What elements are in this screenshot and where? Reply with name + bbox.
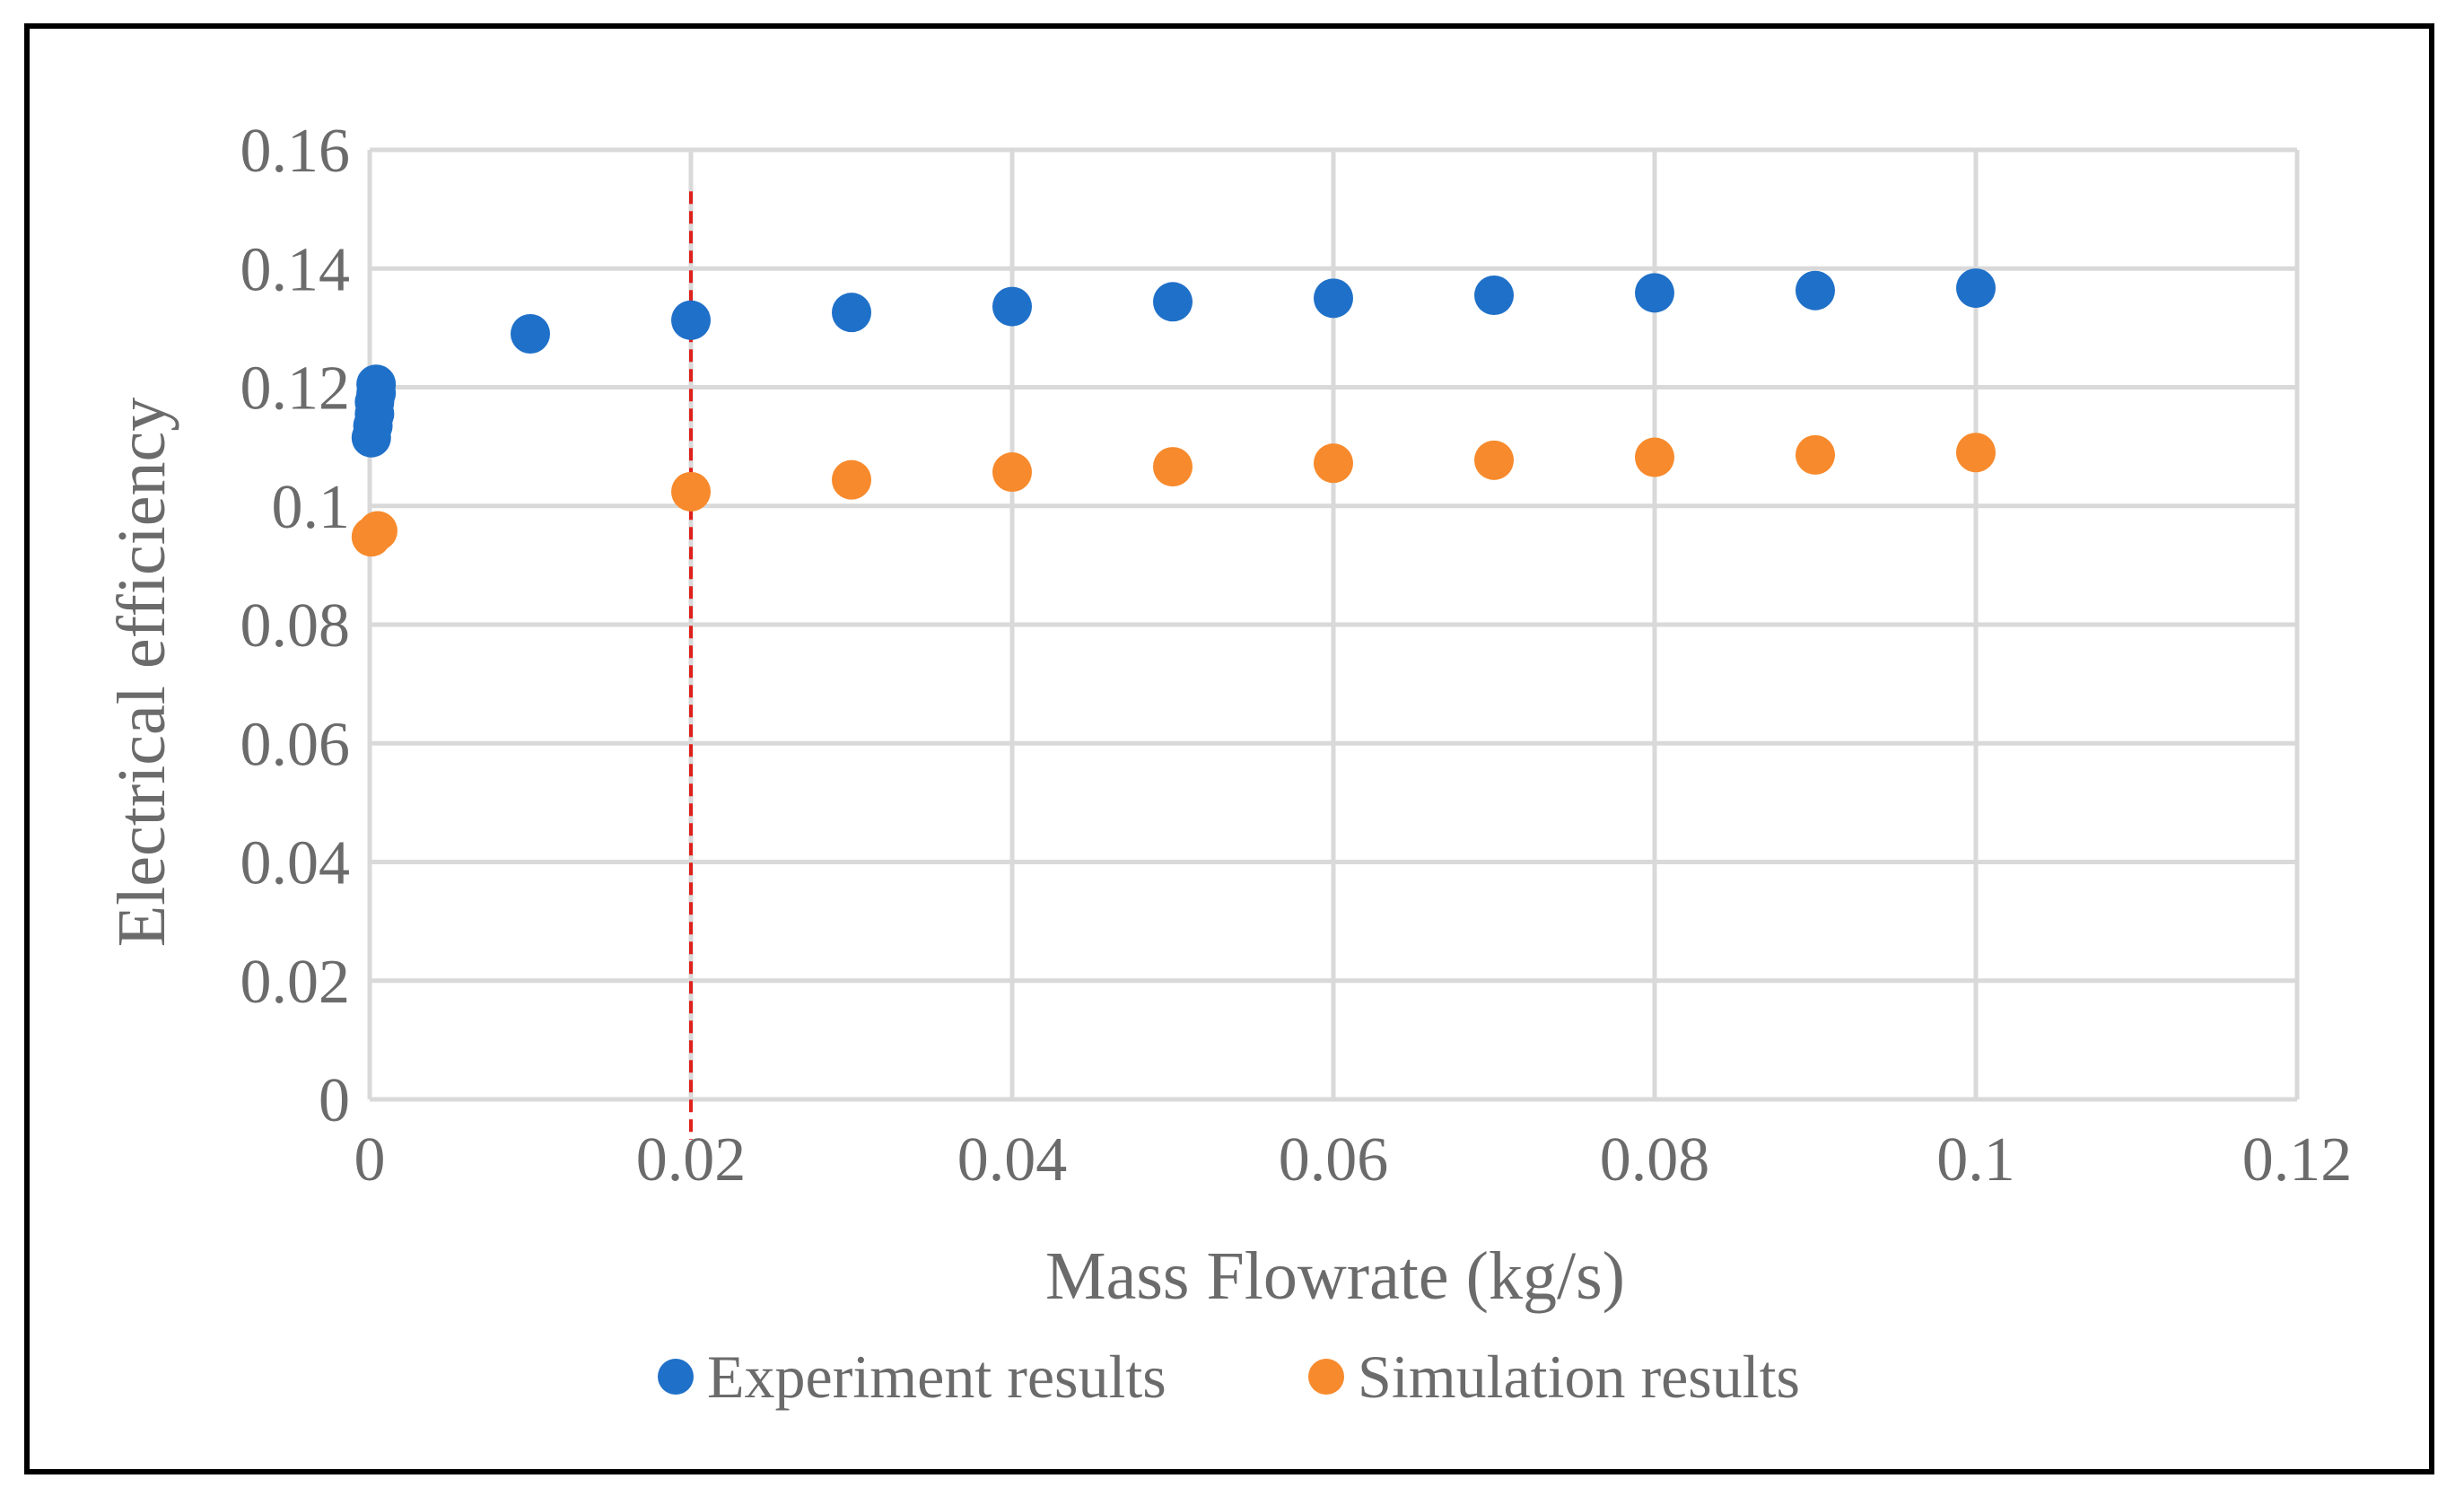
data-point <box>1956 433 1996 473</box>
y-tick-label: 0.14 <box>240 235 351 304</box>
data-point <box>992 286 1032 327</box>
x-tick-label: 0.02 <box>636 1125 747 1194</box>
data-point <box>357 511 398 551</box>
series-experiment <box>351 268 1996 458</box>
data-point <box>671 471 711 512</box>
x-tick-label: 0.04 <box>957 1125 1068 1194</box>
x-tick-label: 0.08 <box>1600 1125 1710 1194</box>
y-tick-label: 0 <box>319 1066 350 1135</box>
data-point <box>1796 270 1835 311</box>
y-tick-label: 0.06 <box>240 710 351 779</box>
legend: Experiment results Simulation results <box>658 1343 1800 1411</box>
data-point <box>511 313 550 354</box>
data-point <box>1474 276 1514 316</box>
y-tick-label: 0.02 <box>240 948 351 1017</box>
data-point <box>1314 278 1353 319</box>
y-tick-label: 0.08 <box>240 591 351 661</box>
y-axis-title: Electrical efficiency <box>104 398 179 948</box>
x-axis-title: Mass Flowrate (kg/s) <box>1045 1238 1625 1314</box>
legend-marker-simulation <box>1308 1359 1344 1395</box>
data-point <box>1956 268 1996 309</box>
y-tick-label: 0.1 <box>272 473 351 542</box>
legend-label-experiment: Experiment results <box>707 1343 1166 1411</box>
legend-marker-experiment <box>658 1359 694 1395</box>
scatter-chart: 0 0.02 0.04 0.06 0.08 0.1 0.12 0.14 0.16 0 0.02 0.… <box>104 117 2353 1411</box>
data-point <box>832 459 871 500</box>
data-point <box>1314 443 1353 484</box>
x-tick-label: 0.12 <box>2242 1125 2353 1194</box>
series-simulation <box>351 433 1996 557</box>
y-tick-label: 0.12 <box>240 354 351 424</box>
y-tick-label: 0.16 <box>240 117 351 186</box>
data-point <box>1796 434 1835 475</box>
data-points <box>351 268 1996 557</box>
legend-label-simulation: Simulation results <box>1358 1343 1800 1411</box>
x-tick-label: 0 <box>354 1125 386 1194</box>
data-point <box>1153 447 1193 487</box>
y-tick-label: 0.04 <box>240 829 351 898</box>
chart-frame: 0 0.02 0.04 0.06 0.08 0.1 0.12 0.14 0.16 0 0.02 0.… <box>24 23 2434 1474</box>
data-point <box>1474 440 1514 480</box>
data-point <box>1635 273 1674 313</box>
data-point <box>832 293 871 333</box>
y-axis-ticks: 0 0.02 0.04 0.06 0.08 0.1 0.12 0.14 0.16 <box>240 117 351 1135</box>
data-point <box>1635 437 1674 477</box>
x-axis-ticks: 0 0.02 0.04 0.06 0.08 0.1 0.12 <box>354 1125 2353 1194</box>
data-point <box>356 364 397 405</box>
x-tick-label: 0.1 <box>1936 1125 2015 1194</box>
data-point <box>671 300 711 340</box>
data-point <box>1153 282 1193 322</box>
x-tick-label: 0.06 <box>1279 1125 1389 1194</box>
data-point <box>992 452 1032 493</box>
